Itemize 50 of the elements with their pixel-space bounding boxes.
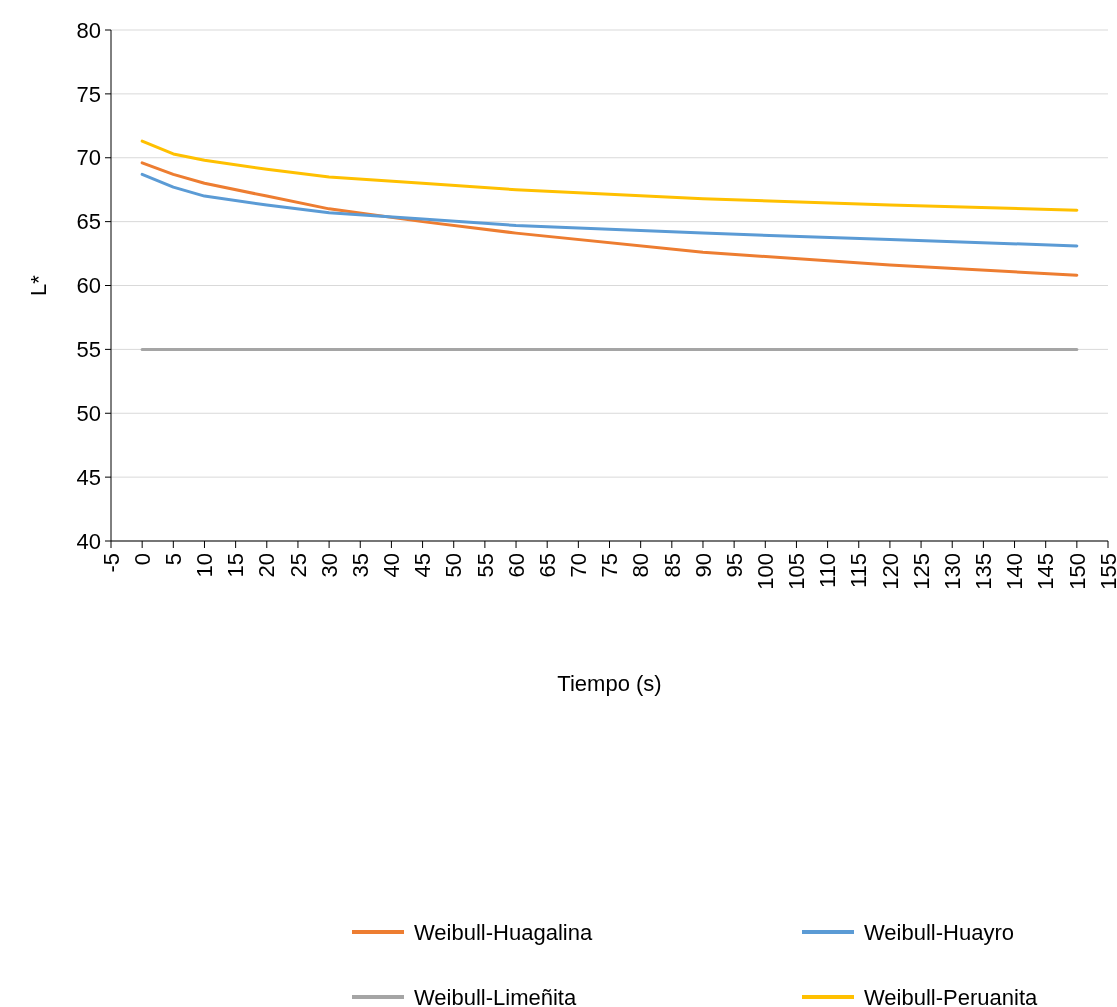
legend-label: Weibull-Peruanita	[864, 984, 1038, 1007]
x-axis-title: Tiempo (s)	[557, 671, 662, 696]
x-tick-label: 35	[347, 553, 373, 578]
x-tick-label: 40	[379, 553, 405, 578]
y-tick-label: 60	[76, 273, 101, 299]
x-tick-label: 115	[846, 553, 872, 589]
x-tick-label: 75	[597, 553, 623, 578]
x-tick-label: 70	[566, 553, 592, 578]
x-tick-label: 5	[161, 553, 187, 566]
x-tick-label: 60	[503, 553, 529, 578]
legend-label: Weibull-Limeñita	[414, 984, 577, 1007]
x-tick-label: 85	[659, 553, 685, 578]
x-tick-label: 140	[1002, 553, 1028, 590]
y-axis-title: L*	[26, 274, 51, 296]
x-tick-label: 50	[441, 553, 467, 578]
y-tick-label: 65	[76, 209, 101, 235]
x-tick-label: 120	[877, 553, 903, 590]
x-tick-label: 30	[316, 553, 342, 578]
x-tick-label: 100	[752, 553, 778, 590]
x-tick-label: 145	[1033, 553, 1059, 590]
x-tick-label: 15	[223, 553, 249, 578]
x-tick-label: 80	[628, 553, 654, 578]
x-tick-label: 105	[784, 553, 810, 590]
x-tick-label: 65	[534, 553, 560, 578]
x-tick-label: 95	[721, 553, 747, 578]
y-tick-label: 70	[76, 145, 101, 171]
y-tick-label: 75	[76, 81, 101, 107]
x-tick-label: 10	[192, 553, 218, 578]
line-series	[140, 172, 1079, 248]
x-tick-label: 55	[472, 553, 498, 578]
x-tick-label: 20	[254, 553, 280, 578]
legend-label: Weibull-Huayro	[864, 919, 1014, 945]
x-tick-label: 45	[410, 553, 436, 578]
y-tick-label: 45	[76, 464, 101, 490]
x-tick-label: 130	[939, 553, 965, 590]
line-series	[140, 161, 1079, 277]
x-tick-label: 0	[129, 553, 155, 566]
y-tick-label: 55	[76, 337, 101, 363]
x-tick-label: 135	[971, 553, 997, 590]
x-tick-label: 125	[908, 553, 934, 590]
x-tick-label: 25	[285, 553, 311, 578]
y-tick-label: 50	[76, 400, 101, 426]
legend-label: Weibull-Huagalina	[414, 919, 593, 945]
x-tick-label: 150	[1064, 553, 1090, 590]
line-series	[140, 139, 1079, 212]
x-tick-label: -5	[98, 553, 124, 573]
x-tick-label: 90	[690, 553, 716, 578]
x-tick-label: 110	[815, 553, 841, 589]
x-tick-label: 155	[1095, 553, 1117, 590]
y-tick-label: 80	[76, 17, 101, 43]
